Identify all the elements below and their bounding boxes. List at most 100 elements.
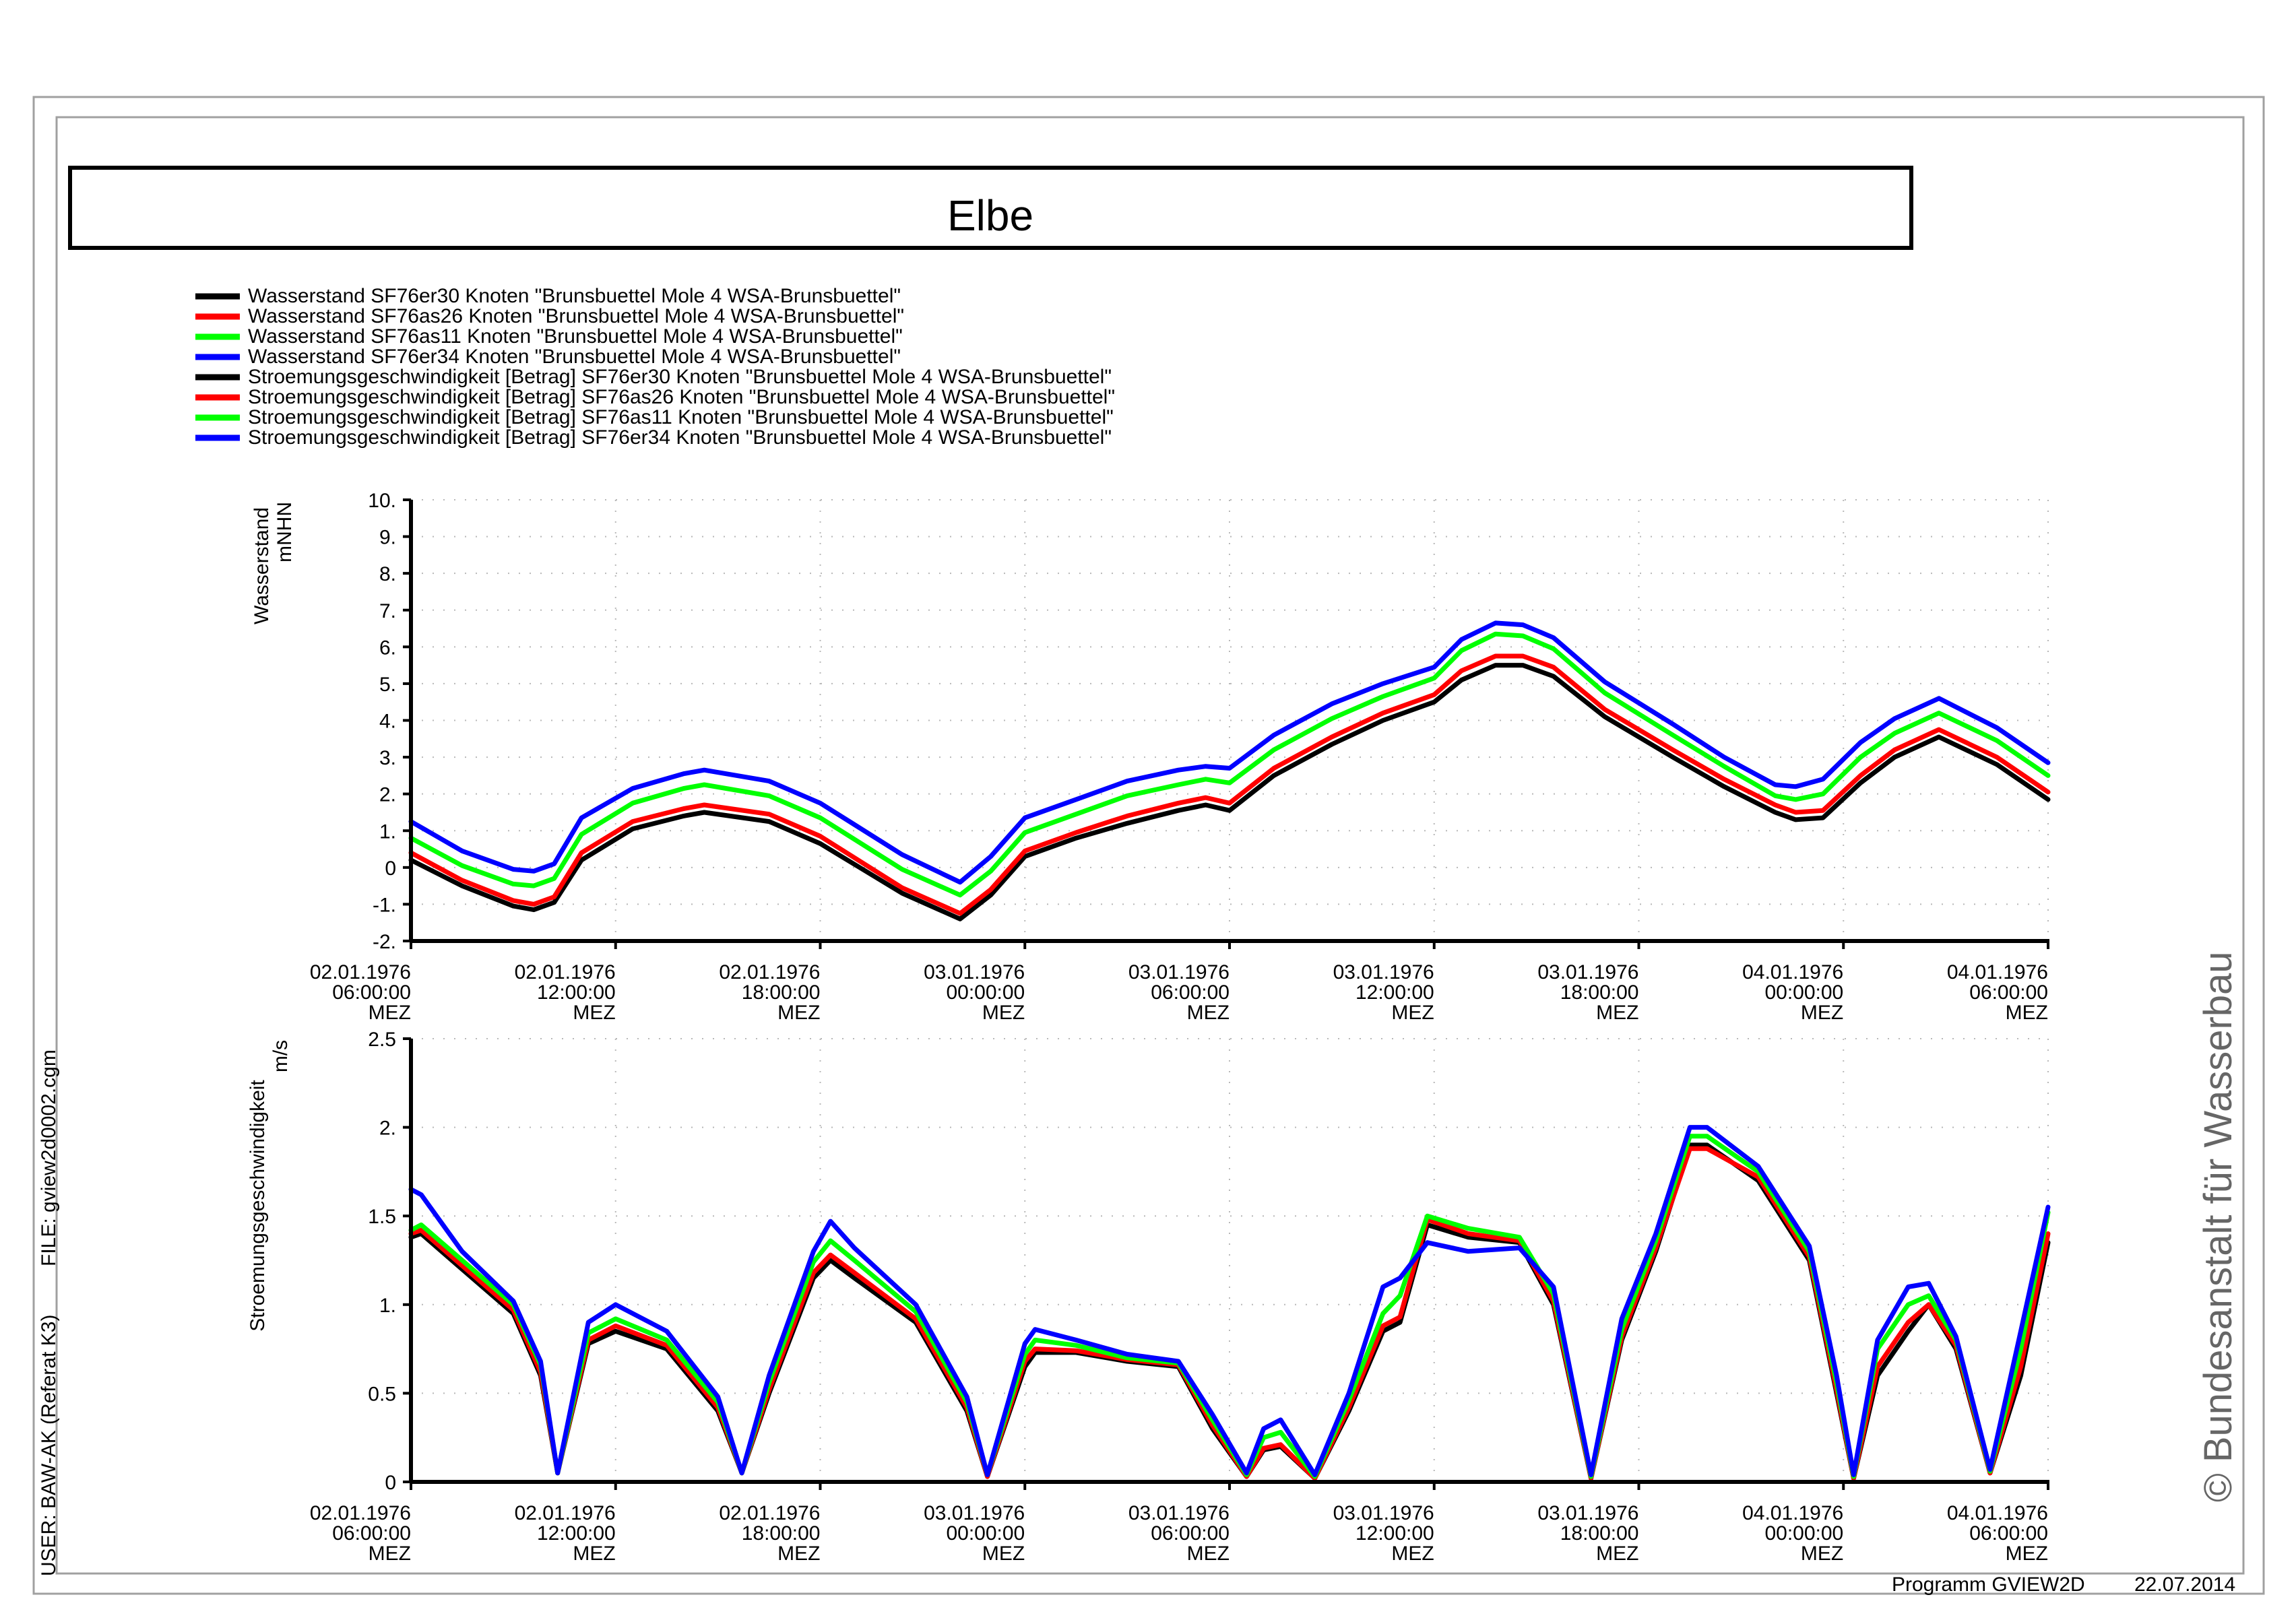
x-tick-time: 00:00:00: [946, 1522, 1025, 1545]
y-tick-label: 9.: [379, 527, 396, 549]
y-tick-label: 0: [385, 857, 396, 880]
x-tick-tz: MEZ: [369, 1002, 411, 1024]
x-tick-date: 03.01.1976: [924, 961, 1025, 983]
legend-label: Stroemungsgeschwindigkeit [Betrag] SF76a…: [248, 386, 1115, 408]
y-tick-label: 1.: [379, 1295, 396, 1317]
outer-frame: [32, 96, 2265, 1595]
footer-date: 22.07.2014: [2134, 1574, 2235, 1596]
legend-label: Wasserstand SF76as11 Knoten "Brunsbuette…: [248, 325, 903, 348]
y-tick-label: 8.: [379, 563, 396, 585]
x-tick-time: 12:00:00: [1356, 981, 1434, 1004]
x-tick-date: 03.01.1976: [924, 1502, 1025, 1524]
water-level-panel: -2.-1.01.2.3.4.5.6.7.8.9.10.02.01.197606…: [251, 490, 2051, 1024]
x-tick-time: 18:00:00: [742, 981, 821, 1004]
x-tick-time: 12:00:00: [1356, 1522, 1434, 1545]
x-tick-date: 04.01.1976: [1742, 961, 1843, 983]
x-tick-tz: MEZ: [1596, 1543, 1638, 1565]
x-tick-date: 02.01.1976: [719, 1502, 820, 1524]
x-tick-date: 02.01.1976: [310, 1502, 411, 1524]
x-tick-date: 04.01.1976: [1947, 961, 2048, 983]
y-tick-label: 1.5: [368, 1206, 396, 1228]
inner-frame: [55, 116, 2245, 1575]
title-box: [68, 166, 1913, 250]
y-tick-label: 0: [385, 1472, 396, 1494]
y-tick-label: 3.: [379, 747, 396, 769]
y-tick-label: 7.: [379, 600, 396, 622]
y-tick-label: 2.: [379, 784, 396, 806]
copyright-text: © Bundesanstalt für Wasserbau: [2196, 951, 2240, 1502]
velocity-panel: 00.51.1.52.2.502.01.197606:00:00MEZ02.01…: [247, 1029, 2051, 1565]
x-tick-tz: MEZ: [573, 1543, 615, 1565]
x-tick-date: 03.01.1976: [1128, 1502, 1230, 1524]
series-line-SF76as11: [408, 631, 2051, 898]
y-tick-label: 4.: [379, 711, 396, 733]
series-line-SF76er30: [408, 663, 2051, 921]
x-tick-tz: MEZ: [1801, 1543, 1843, 1565]
x-tick-tz: MEZ: [1801, 1002, 1843, 1024]
y-axis-title: Wasserstand: [251, 507, 273, 624]
x-tick-date: 03.01.1976: [1128, 961, 1230, 983]
y-tick-label: 10.: [368, 490, 396, 512]
series-line-SF76er34: [408, 620, 2051, 885]
y-tick-label: -2.: [373, 931, 396, 953]
legend-label: Stroemungsgeschwindigkeit [Betrag] SF76e…: [248, 426, 1112, 449]
legend-label: Wasserstand SF76as26 Knoten "Brunsbuette…: [248, 305, 904, 327]
legend-label: Stroemungsgeschwindigkeit [Betrag] SF76a…: [248, 406, 1114, 428]
x-tick-time: 06:00:00: [1151, 1522, 1230, 1545]
x-tick-tz: MEZ: [2006, 1543, 2048, 1565]
x-tick-tz: MEZ: [1187, 1002, 1230, 1024]
x-tick-time: 00:00:00: [1764, 1522, 1843, 1545]
y-tick-label: 2.5: [368, 1029, 396, 1051]
y-axis-title: Stroemungsgeschwindigkeit: [247, 1080, 269, 1332]
x-tick-time: 06:00:00: [1969, 981, 2048, 1004]
legend-label: Wasserstand SF76er30 Knoten "Brunsbuette…: [248, 285, 901, 307]
y-tick-label: 5.: [379, 674, 396, 696]
x-tick-tz: MEZ: [1187, 1543, 1230, 1565]
side-file-text: FILE: gview2d0002.cgm: [38, 1049, 60, 1266]
legend-label: Wasserstand SF76er34 Knoten "Brunsbuette…: [248, 346, 901, 368]
x-tick-date: 02.01.1976: [515, 1502, 616, 1524]
x-tick-tz: MEZ: [982, 1002, 1025, 1024]
x-tick-time: 18:00:00: [742, 1522, 821, 1545]
x-tick-tz: MEZ: [2006, 1002, 2048, 1024]
footer-program: Programm GVIEW2D: [1892, 1574, 2085, 1596]
legend: Wasserstand SF76er30 Knoten "Brunsbuette…: [195, 285, 1115, 449]
x-tick-time: 06:00:00: [332, 1522, 411, 1545]
y-axis-unit: mNHN: [274, 502, 296, 562]
series-line-SF76er30: [408, 1142, 2051, 1481]
x-tick-date: 03.01.1976: [1537, 961, 1638, 983]
y-tick-label: 6.: [379, 637, 396, 659]
series-line-SF76er34: [408, 1125, 2051, 1477]
x-tick-time: 18:00:00: [1560, 1522, 1639, 1545]
x-tick-time: 00:00:00: [946, 981, 1025, 1004]
x-tick-time: 12:00:00: [537, 1522, 616, 1545]
y-axis-unit: m/s: [269, 1040, 292, 1072]
y-tick-label: 1.: [379, 820, 396, 843]
y-tick-label: 2.: [379, 1117, 396, 1140]
x-tick-date: 04.01.1976: [1947, 1502, 2048, 1524]
x-tick-tz: MEZ: [1391, 1543, 1434, 1565]
x-tick-date: 02.01.1976: [310, 961, 411, 983]
x-tick-date: 03.01.1976: [1333, 961, 1434, 983]
chart-title: Elbe: [947, 191, 1033, 240]
y-tick-label: 0.5: [368, 1383, 396, 1405]
x-tick-date: 02.01.1976: [515, 961, 616, 983]
x-tick-time: 06:00:00: [1151, 981, 1230, 1004]
x-tick-tz: MEZ: [982, 1543, 1025, 1565]
x-tick-time: 06:00:00: [332, 981, 411, 1004]
x-tick-date: 02.01.1976: [719, 961, 820, 983]
x-tick-tz: MEZ: [777, 1002, 820, 1024]
x-tick-time: 06:00:00: [1969, 1522, 2048, 1545]
legend-label: Stroemungsgeschwindigkeit [Betrag] SF76e…: [248, 366, 1112, 388]
x-tick-time: 12:00:00: [537, 981, 616, 1004]
x-tick-date: 03.01.1976: [1537, 1502, 1638, 1524]
series-line-SF76as26: [408, 1146, 2051, 1481]
series-line-SF76as11: [408, 1134, 2051, 1479]
x-tick-tz: MEZ: [777, 1543, 820, 1565]
x-tick-tz: MEZ: [369, 1543, 411, 1565]
x-tick-date: 03.01.1976: [1333, 1502, 1434, 1524]
x-tick-date: 04.01.1976: [1742, 1502, 1843, 1524]
side-user-text: USER: BAW-AK (Referat K3): [38, 1315, 60, 1576]
x-tick-time: 00:00:00: [1764, 981, 1843, 1004]
x-tick-tz: MEZ: [1596, 1002, 1638, 1024]
